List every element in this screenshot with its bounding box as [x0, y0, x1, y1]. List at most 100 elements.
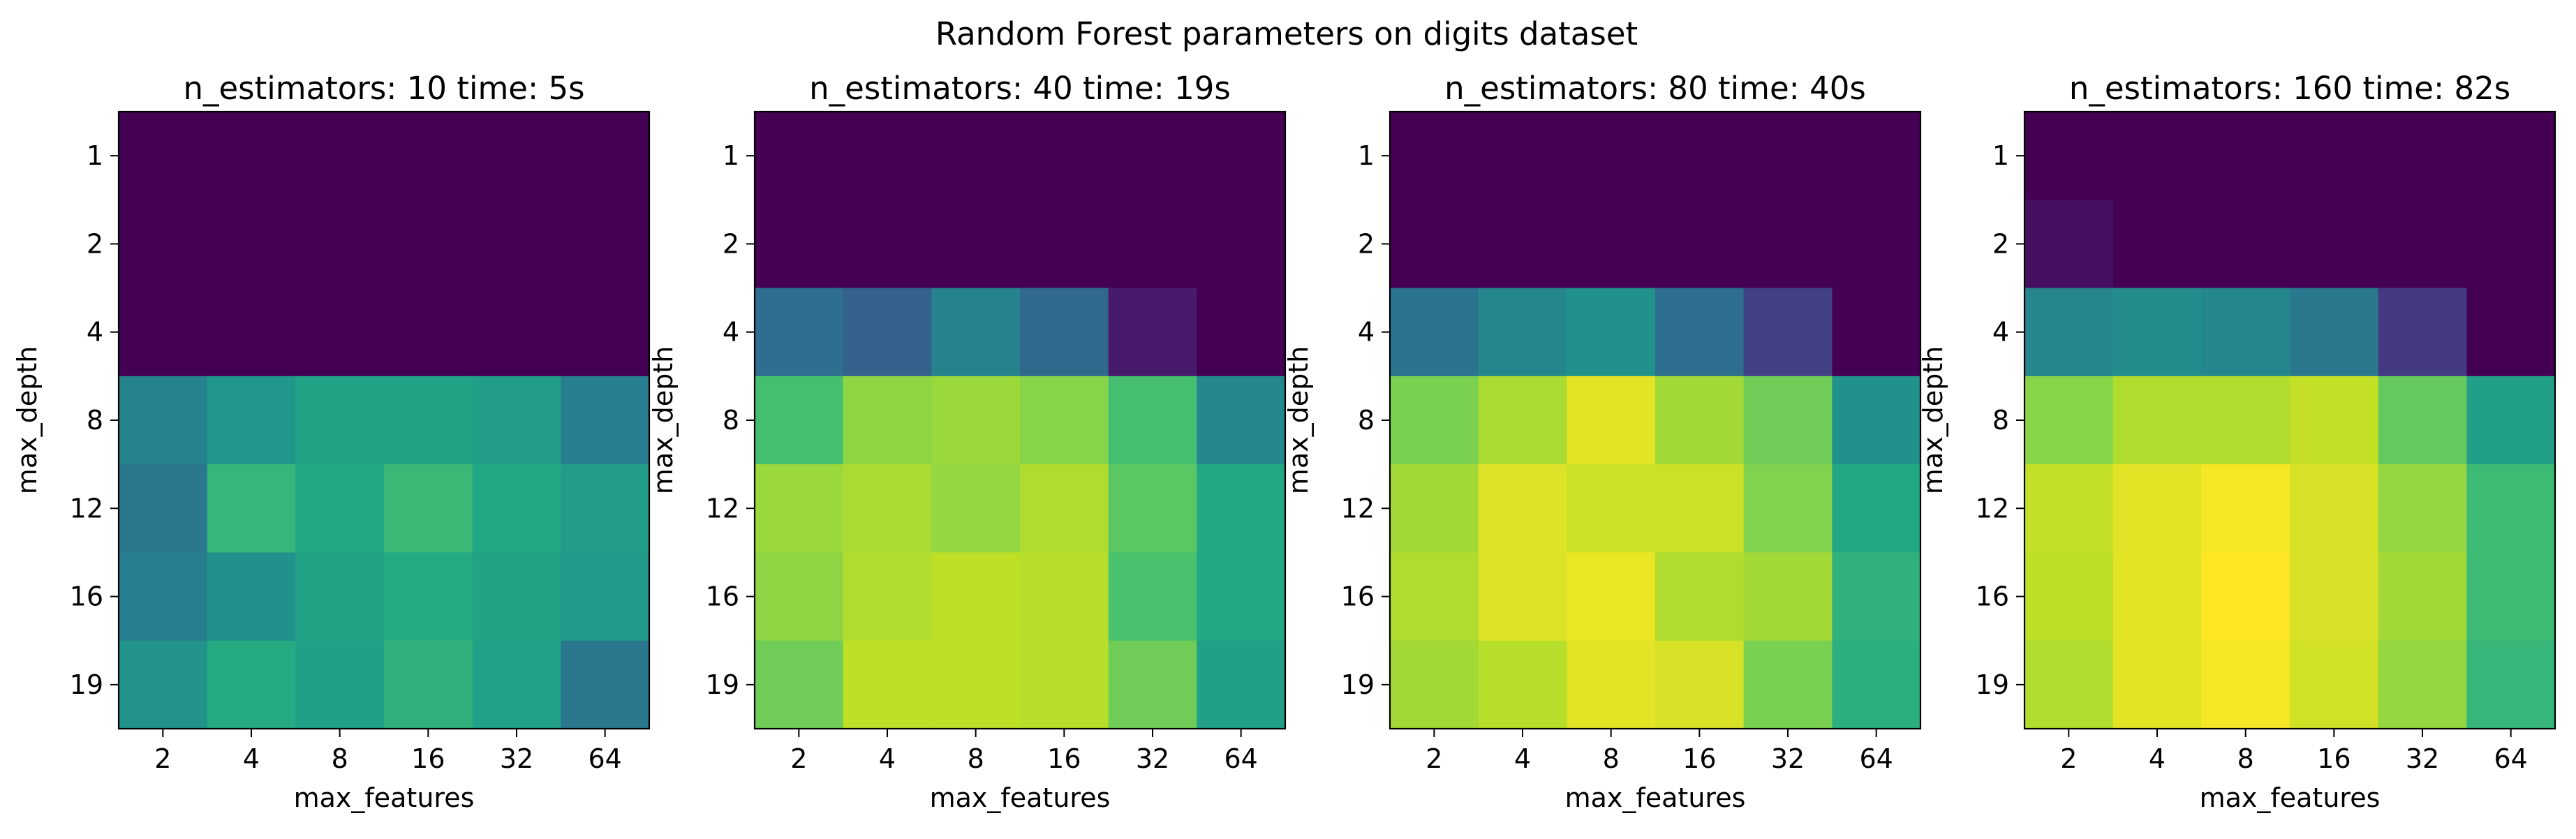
x-tick-label: 32 [1136, 743, 1169, 774]
heatmap-cell [384, 200, 473, 289]
heatmap-cell [295, 552, 385, 641]
x-tick-label: 64 [588, 743, 621, 774]
heatmap-cell [2201, 376, 2290, 465]
y-axis-label: max_depth [648, 346, 679, 494]
y-tick-label: 2 [723, 228, 739, 259]
heatmap-cell [561, 288, 650, 377]
y-tick-label: 1 [87, 140, 103, 171]
heatmap-cell [1108, 464, 1197, 554]
heatmap-panel-1: n_estimators: 10 time: 5s2 4 8 16 32 64124812… [12, 70, 651, 813]
heatmap-cell [119, 112, 208, 200]
x-tick-label: 2 [1426, 743, 1442, 774]
heatmap-cell [755, 376, 844, 465]
heatmap-cell [2024, 552, 2114, 641]
y-tick-label: 4 [1358, 317, 1375, 348]
heatmap-cell [1108, 200, 1197, 289]
x-tick-label: 16 [2317, 743, 2351, 774]
heatmap-cell [207, 464, 296, 554]
y-axis-label: max_depth [1283, 346, 1314, 494]
heatmap-cell [1743, 464, 1833, 554]
y-tick-label: 2 [1992, 228, 2009, 259]
heatmap-cell [1020, 288, 1109, 377]
panel-title: n_estimators: 40 time: 19s [809, 70, 1231, 107]
heatmap-cell [755, 112, 844, 200]
y-tick-label: 1 [1358, 140, 1375, 171]
heatmap-cell [2466, 552, 2556, 641]
x-tick-label: 32 [1771, 743, 1805, 774]
heatmap-cell [2112, 112, 2202, 200]
y-tick-label: 12 [1341, 493, 1375, 524]
heatmap-cell [2466, 288, 2556, 377]
heatmap-cell [1567, 112, 1656, 200]
heatmap-cell [1743, 288, 1833, 377]
heatmap-cell [472, 640, 561, 729]
heatmap-cell [2024, 200, 2114, 289]
heatmap-cell [295, 640, 385, 729]
y-tick-label: 16 [1341, 581, 1375, 612]
x-tick-label: 4 [2149, 743, 2166, 774]
x-tick-label: 16 [411, 743, 445, 774]
heatmap-cell [1478, 640, 1567, 729]
x-tick-label: 2 [790, 743, 807, 774]
heatmap-cell [2024, 112, 2114, 200]
heatmap-cell [2378, 640, 2467, 729]
heatmap-cell [1655, 464, 1745, 554]
heatmap-cell [1478, 464, 1567, 554]
heatmap-cell [2466, 464, 2556, 554]
heatmap-cell [207, 552, 296, 641]
heatmap-cell [1832, 640, 1921, 729]
heatmap-cell [1478, 200, 1567, 289]
heatmap-cell [119, 288, 208, 377]
heatmap-cell [2290, 552, 2379, 641]
heatmap-cell [2201, 200, 2290, 289]
x-tick-label: 4 [879, 743, 896, 774]
heatmap-cell [1743, 376, 1833, 465]
heatmap-cell [1390, 376, 1479, 465]
heatmap-cell [207, 112, 296, 200]
y-tick-label: 16 [70, 581, 103, 612]
x-tick-label: 64 [1224, 743, 1257, 774]
x-tick-label: 8 [332, 743, 348, 774]
heatmap-cell [119, 552, 208, 641]
heatmap-cell [2290, 464, 2379, 554]
y-tick-label: 1 [1992, 140, 2009, 171]
heatmap-cell [1655, 376, 1745, 465]
y-tick-label: 12 [70, 493, 103, 524]
heatmap-cell [2112, 200, 2202, 289]
heatmap-cell [1020, 376, 1109, 465]
y-tick-label: 16 [1976, 581, 2009, 612]
y-tick-label: 16 [706, 581, 739, 612]
heatmap-cell [1197, 552, 1286, 641]
heatmap-cell [561, 552, 650, 641]
heatmap-cell [2201, 640, 2290, 729]
heatmap-cell [472, 200, 561, 289]
y-tick-label: 8 [1992, 405, 2009, 436]
heatmap-panels: n_estimators: 10 time: 5s2 4 8 16 32 64124812… [12, 70, 2556, 813]
x-tick-label: 64 [2494, 743, 2527, 774]
y-tick-label: 12 [1976, 493, 2009, 524]
x-axis-label: max_features [2200, 782, 2381, 813]
heatmap-cell [1567, 376, 1656, 465]
heatmap-cell [1390, 552, 1479, 641]
heatmap-cell [1832, 464, 1921, 554]
heatmap-cell [755, 464, 844, 554]
y-tick-label: 8 [87, 405, 103, 436]
y-tick-label: 19 [706, 669, 739, 700]
panel-title: n_estimators: 160 time: 82s [2069, 70, 2510, 107]
y-tick-label: 19 [70, 669, 103, 700]
heatmap-cell [1108, 112, 1197, 200]
heatmap-cell [2290, 112, 2379, 200]
heatmap-cell [384, 464, 473, 554]
heatmap-cell [931, 640, 1021, 729]
heatmap-cell [1197, 288, 1286, 377]
heatmap-cell [207, 200, 296, 289]
heatmap-cell [755, 552, 844, 641]
y-tick-label: 19 [1341, 669, 1375, 700]
heatmap-cell [1567, 288, 1656, 377]
heatmap-cell [1108, 552, 1197, 641]
heatmap-cell [1567, 464, 1656, 554]
y-tick-label: 8 [1358, 405, 1375, 436]
heatmap-cell [2290, 288, 2379, 377]
